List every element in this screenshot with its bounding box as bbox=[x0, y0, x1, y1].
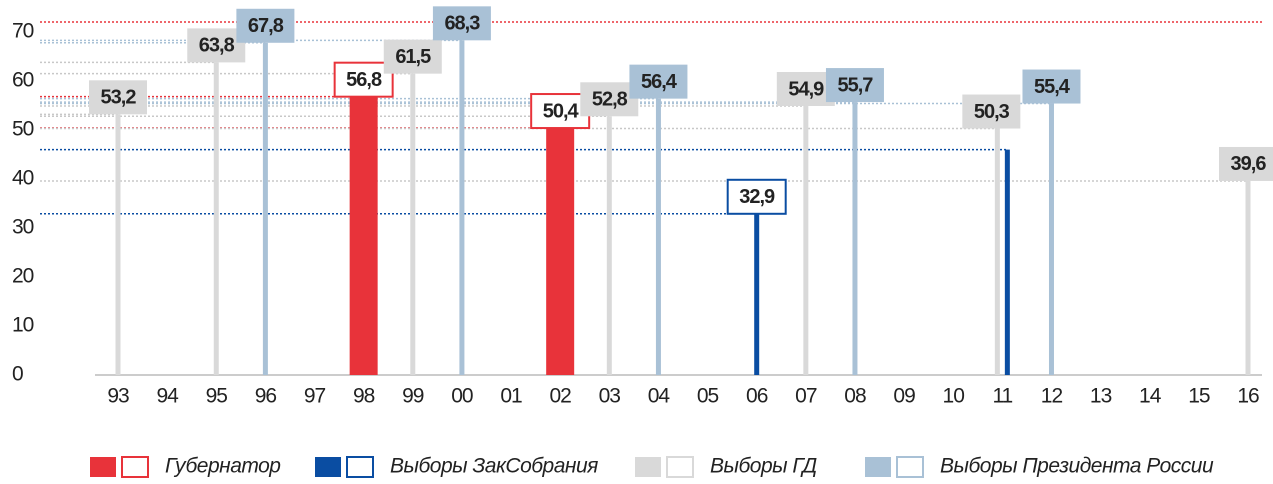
x-tick-label: 04 bbox=[648, 385, 671, 408]
value-label-box bbox=[629, 64, 688, 99]
value-label-box bbox=[580, 82, 639, 117]
bar bbox=[655, 98, 661, 375]
x-tick-label: 01 bbox=[500, 385, 522, 408]
value-label-box bbox=[825, 68, 884, 103]
x-tick-label: 05 bbox=[697, 385, 719, 408]
x-tick-label: 12 bbox=[1041, 385, 1063, 408]
legend-swatch bbox=[315, 457, 341, 477]
bar bbox=[410, 73, 416, 376]
value-label: 55,4 bbox=[1034, 76, 1071, 98]
legend-label: Выборы ЗакСобрания bbox=[390, 455, 598, 478]
bar bbox=[1245, 180, 1251, 375]
value-label: 55,7 bbox=[837, 74, 873, 96]
x-tick-label: 93 bbox=[107, 385, 129, 408]
value-label: 56,4 bbox=[641, 71, 678, 93]
x-tick-label: 06 bbox=[746, 385, 768, 408]
x-tick-label: 11 bbox=[992, 385, 1012, 408]
value-label: 68,3 bbox=[444, 13, 480, 35]
bar bbox=[262, 42, 268, 375]
x-tick-label: 99 bbox=[402, 385, 424, 408]
legend-label: Выборы Президента России bbox=[940, 455, 1214, 478]
bar bbox=[852, 102, 858, 375]
bar bbox=[546, 128, 575, 375]
value-label: 39,6 bbox=[1231, 153, 1267, 175]
x-tick-label: 08 bbox=[844, 385, 866, 408]
x-tick-label: 16 bbox=[1237, 385, 1259, 408]
value-label: 52,8 bbox=[592, 89, 628, 111]
value-label-box bbox=[89, 80, 147, 115]
bar bbox=[994, 128, 1000, 375]
x-tick-label: 03 bbox=[599, 385, 621, 408]
legend-swatch bbox=[865, 457, 891, 477]
legend-label: Выборы ГД bbox=[710, 455, 817, 478]
legend-swatch-outline bbox=[346, 456, 374, 478]
y-tick-label: 40 bbox=[12, 167, 34, 190]
value-label-box bbox=[333, 61, 394, 98]
x-tick-label: 94 bbox=[156, 385, 179, 408]
x-tick-label: 02 bbox=[549, 385, 571, 408]
bar bbox=[115, 114, 121, 375]
value-label: 50,3 bbox=[974, 101, 1010, 123]
y-tick-label: 10 bbox=[12, 314, 34, 337]
value-label-box bbox=[1219, 146, 1273, 181]
value-label: 53,2 bbox=[101, 87, 137, 109]
bar bbox=[1004, 149, 1010, 375]
value-label: 63,8 bbox=[199, 35, 235, 57]
value-label-box bbox=[236, 8, 295, 43]
x-tick-label: 10 bbox=[943, 385, 965, 408]
legend-swatch-outline bbox=[666, 456, 694, 478]
y-tick-label: 0 bbox=[12, 363, 23, 386]
bar bbox=[1048, 103, 1054, 375]
x-tick-label: 97 bbox=[304, 385, 326, 408]
bar bbox=[349, 96, 378, 376]
value-label: 50,4 bbox=[543, 100, 580, 122]
value-label-box bbox=[776, 71, 835, 106]
x-tick-label: 09 bbox=[893, 385, 915, 408]
x-tick-label: 00 bbox=[451, 385, 473, 408]
bar bbox=[803, 105, 809, 376]
legend-swatch bbox=[90, 457, 116, 477]
value-label-box bbox=[432, 6, 491, 41]
bar bbox=[754, 213, 760, 375]
value-label: 32,9 bbox=[739, 186, 775, 208]
bar bbox=[213, 62, 219, 375]
legend-swatch-outline bbox=[121, 456, 149, 478]
x-tick-label: 95 bbox=[206, 385, 228, 408]
legend-swatch-outline bbox=[896, 456, 924, 478]
x-tick-label: 13 bbox=[1090, 385, 1112, 408]
legend-label: Губернатор bbox=[165, 455, 280, 478]
x-tick-label: 15 bbox=[1188, 385, 1210, 408]
value-label-box bbox=[187, 28, 246, 63]
x-tick-label: 96 bbox=[255, 385, 277, 408]
bar bbox=[606, 116, 612, 375]
value-label: 54,9 bbox=[788, 78, 824, 100]
x-tick-label: 14 bbox=[1139, 385, 1162, 408]
legend-swatch bbox=[635, 457, 661, 477]
value-label: 67,8 bbox=[248, 15, 284, 37]
value-label-box bbox=[962, 94, 1021, 129]
value-label: 56,8 bbox=[346, 69, 382, 91]
y-tick-label: 20 bbox=[12, 265, 34, 288]
y-tick-label: 50 bbox=[12, 118, 34, 141]
value-label: 61,5 bbox=[395, 46, 431, 68]
value-label-box bbox=[383, 39, 442, 74]
value-label-box bbox=[726, 178, 787, 215]
value-label-box bbox=[530, 93, 591, 130]
y-tick-label: 70 bbox=[12, 20, 34, 43]
y-tick-label: 60 bbox=[12, 69, 34, 92]
bar bbox=[459, 40, 465, 375]
y-tick-label: 30 bbox=[12, 216, 34, 239]
x-tick-label: 98 bbox=[353, 385, 375, 408]
x-tick-label: 07 bbox=[795, 385, 817, 408]
value-label-box bbox=[1022, 69, 1081, 104]
